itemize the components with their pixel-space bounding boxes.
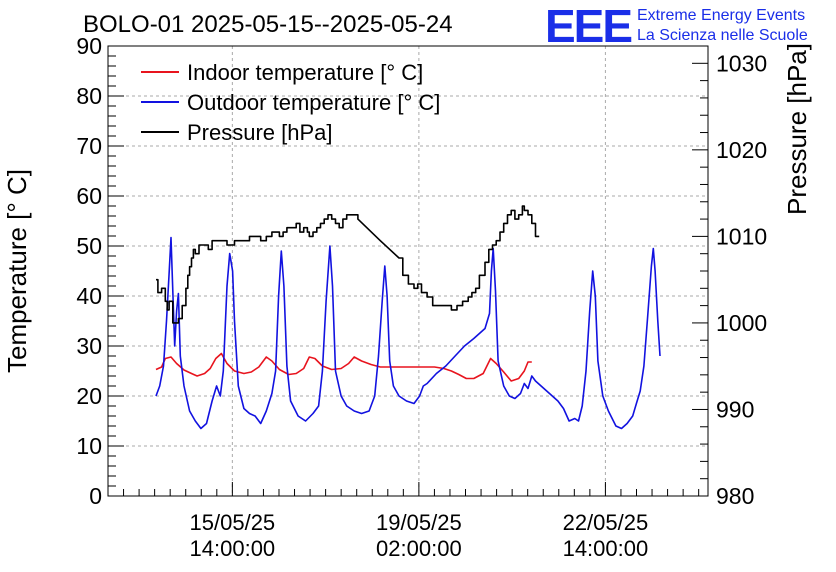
legend-label-outdoor: Outdoor temperature [° C] bbox=[187, 90, 440, 115]
left-tick-label: 70 bbox=[76, 133, 102, 159]
x-axis: 15/05/2514:00:0019/05/2502:00:0022/05/25… bbox=[107, 482, 700, 561]
eee-logo-line1: Extreme Energy Events bbox=[637, 7, 805, 24]
series-line-indoor bbox=[155, 352, 532, 382]
left-tick-label: 90 bbox=[76, 33, 102, 59]
legend-label-pressure: Pressure [hPa] bbox=[187, 120, 333, 145]
eee-logo: EEE Extreme Energy Events La Scienza nel… bbox=[545, 0, 808, 52]
eee-logo-mark: EEE bbox=[545, 0, 631, 52]
x-tick-time: 14:00:00 bbox=[190, 536, 276, 561]
series-line-pressure bbox=[156, 205, 540, 324]
right-tick-label: 1010 bbox=[716, 223, 767, 249]
left-tick-label: 50 bbox=[76, 233, 102, 259]
x-tick-time: 14:00:00 bbox=[563, 536, 649, 561]
legend: Indoor temperature [° C] Outdoor temperat… bbox=[141, 60, 440, 145]
left-tick-label: 30 bbox=[76, 333, 102, 359]
left-tick-label: 20 bbox=[76, 383, 102, 409]
right-tick-label: 1030 bbox=[716, 50, 767, 76]
left-axis: 0 10 20 30 40 50 60 70 80 90 bbox=[76, 33, 124, 509]
left-tick-label: 10 bbox=[76, 433, 102, 459]
left-tick-label: 40 bbox=[76, 283, 102, 309]
legend-label-indoor: Indoor temperature [° C] bbox=[187, 60, 423, 85]
right-tick-label: 990 bbox=[716, 396, 754, 422]
right-tick-label: 1020 bbox=[716, 137, 767, 163]
series-line-outdoor bbox=[155, 236, 661, 430]
left-tick-label: 80 bbox=[76, 83, 102, 109]
chart-title: BOLO-01 2025-05-15--2025-05-24 bbox=[83, 11, 453, 38]
x-tick-time: 02:00:00 bbox=[376, 536, 462, 561]
x-tick-date: 15/05/25 bbox=[190, 510, 276, 535]
right-tick-label: 1000 bbox=[716, 310, 767, 336]
x-tick-date: 19/05/25 bbox=[376, 510, 462, 535]
right-axis-label: Pressure [hPa] bbox=[782, 43, 812, 215]
right-axis: 980 990 1000 1010 1020 1030 bbox=[692, 45, 767, 509]
left-tick-label: 60 bbox=[76, 183, 102, 209]
series-layer bbox=[155, 205, 661, 430]
right-tick-label: 980 bbox=[716, 483, 754, 509]
left-tick-label: 0 bbox=[89, 483, 102, 509]
left-axis-label: Temperature [° C] bbox=[2, 169, 32, 373]
x-tick-date: 22/05/25 bbox=[563, 510, 649, 535]
eee-logo-line2: La Scienza nelle Scuole bbox=[637, 27, 808, 44]
